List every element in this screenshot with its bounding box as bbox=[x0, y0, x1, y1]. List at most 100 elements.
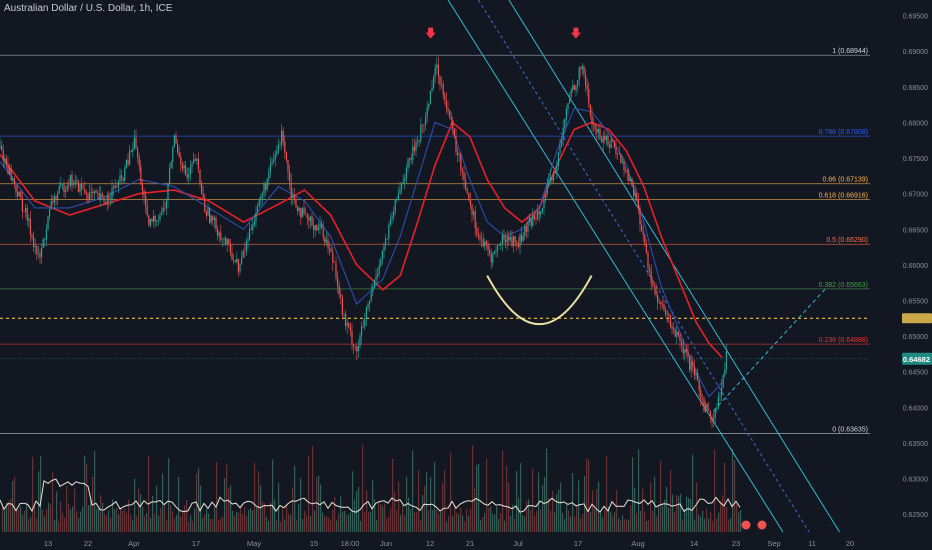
volume-bar bbox=[388, 516, 390, 532]
candle-body bbox=[581, 65, 583, 70]
candle-body bbox=[538, 211, 540, 215]
candle-body bbox=[337, 277, 339, 287]
volume-bar bbox=[372, 480, 374, 532]
candle-body bbox=[178, 152, 180, 157]
volume-bar bbox=[596, 489, 598, 532]
candle-body bbox=[189, 166, 191, 175]
candle-body bbox=[609, 144, 611, 148]
volume-bar bbox=[418, 470, 420, 532]
time-tick-label: 22 bbox=[84, 539, 92, 548]
channel-lines bbox=[447, 0, 840, 533]
candle-body bbox=[300, 208, 302, 218]
candle-body bbox=[26, 207, 28, 221]
candle-body bbox=[146, 205, 148, 216]
volume-bar bbox=[478, 464, 480, 532]
candle-body bbox=[489, 250, 491, 255]
candle-body bbox=[341, 297, 343, 315]
candle-body bbox=[465, 180, 467, 189]
candle-body bbox=[305, 213, 307, 215]
candle-body bbox=[173, 135, 175, 148]
volume-bar bbox=[98, 507, 100, 532]
candle-body bbox=[233, 260, 235, 261]
volume-bar bbox=[414, 512, 416, 532]
volume-bar bbox=[104, 513, 106, 532]
candle-body bbox=[63, 184, 65, 193]
volume-bar bbox=[692, 454, 694, 532]
volume-bar bbox=[364, 512, 366, 532]
volume-bar bbox=[714, 449, 716, 532]
candle-body bbox=[76, 180, 78, 182]
volume-bar bbox=[160, 507, 162, 532]
volume-bar bbox=[294, 465, 296, 532]
candle-body bbox=[436, 64, 438, 68]
volume-bar bbox=[554, 512, 556, 532]
volume-bar bbox=[16, 510, 18, 532]
candle-body bbox=[484, 241, 486, 247]
candle-body bbox=[717, 396, 719, 408]
candle-body bbox=[252, 224, 254, 231]
candle-body bbox=[493, 251, 495, 254]
volume-bar bbox=[70, 509, 72, 532]
candle-body bbox=[153, 215, 155, 222]
candle-body bbox=[666, 314, 668, 315]
volume-bar bbox=[426, 471, 428, 532]
candle-body bbox=[671, 326, 673, 329]
volume-bar bbox=[470, 508, 472, 532]
volume-bar bbox=[154, 513, 156, 532]
candle-body bbox=[276, 150, 278, 155]
candle-body bbox=[289, 171, 291, 182]
candle-body bbox=[250, 228, 252, 231]
volume-bar bbox=[620, 520, 622, 532]
candle-body bbox=[17, 192, 19, 197]
candle-body bbox=[469, 199, 471, 205]
candle-body bbox=[669, 315, 671, 327]
volume-bar bbox=[344, 510, 346, 532]
volume-bar bbox=[398, 481, 400, 532]
volume-bar bbox=[618, 518, 620, 532]
candle-body bbox=[199, 169, 201, 183]
volume-bar bbox=[336, 520, 338, 532]
down-arrow-icon bbox=[425, 27, 436, 39]
fib-label: 0 (0.63635) bbox=[832, 426, 868, 433]
candle-body bbox=[77, 180, 79, 192]
volume-bar bbox=[420, 520, 422, 532]
moving-averages bbox=[0, 107, 723, 398]
volume-bar bbox=[300, 478, 302, 532]
volume-bar bbox=[246, 516, 248, 532]
candle-body bbox=[556, 165, 558, 174]
candle-body bbox=[36, 245, 38, 255]
volume-bar bbox=[510, 516, 512, 532]
candle-body bbox=[127, 159, 129, 165]
candle-body bbox=[100, 193, 102, 200]
candle-body bbox=[393, 212, 395, 218]
candle-body bbox=[213, 217, 215, 221]
candle-body bbox=[132, 149, 134, 152]
volume-bar bbox=[264, 503, 266, 532]
volume-bar bbox=[384, 503, 386, 532]
candle-body bbox=[143, 190, 145, 196]
candle-body bbox=[503, 234, 505, 240]
candle-body bbox=[697, 372, 699, 381]
candle-body bbox=[476, 228, 478, 234]
candle-body bbox=[247, 239, 249, 241]
candle-body bbox=[274, 154, 276, 161]
volume-bar bbox=[130, 514, 132, 532]
volume-bar bbox=[170, 505, 172, 532]
candle-body bbox=[308, 218, 310, 221]
candle-body bbox=[642, 230, 644, 235]
candle-body bbox=[369, 300, 371, 305]
volume-bar bbox=[588, 460, 590, 532]
volume-bar bbox=[670, 470, 672, 532]
volume-bar bbox=[612, 515, 614, 532]
candle-body bbox=[449, 110, 451, 117]
volume-bar bbox=[286, 504, 288, 532]
volume-bar bbox=[560, 482, 562, 532]
volume-bar bbox=[216, 462, 218, 532]
volume-bar bbox=[72, 506, 74, 532]
volume-bar bbox=[184, 505, 186, 532]
candle-body bbox=[381, 250, 383, 260]
candle-body bbox=[410, 158, 412, 160]
candle-body bbox=[402, 181, 404, 184]
volume-bar bbox=[298, 503, 300, 532]
